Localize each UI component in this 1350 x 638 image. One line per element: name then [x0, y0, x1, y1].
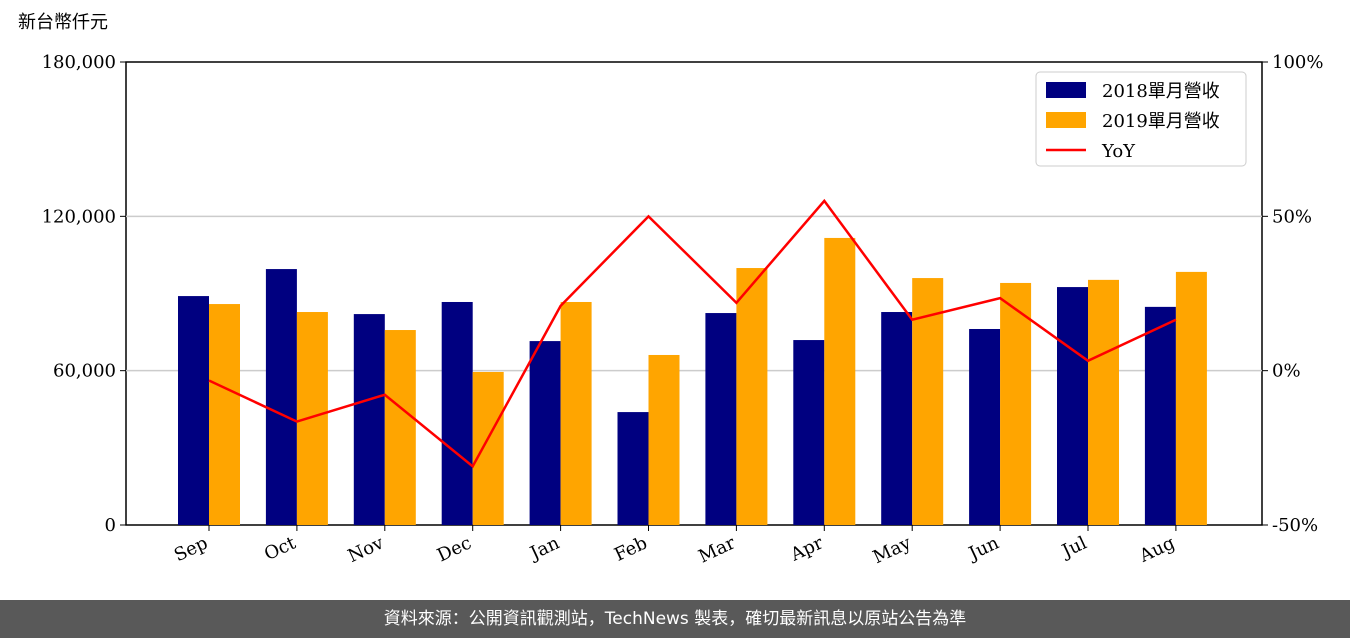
bar [1000, 282, 1032, 525]
legend-swatch [1046, 112, 1086, 128]
bar [1144, 306, 1176, 525]
y2-tick-label: 100% [1272, 52, 1323, 73]
x-tick-label: Jun [964, 532, 1003, 565]
bar [1057, 287, 1088, 525]
source-footer: 資料來源：公開資訊觀測站，TechNews 製表，確切最新訊息以原站公告為準 [0, 600, 1350, 638]
bar [296, 312, 328, 525]
y2-tick-label: 50% [1272, 206, 1312, 227]
bar [793, 340, 825, 525]
y-tick-label: 180,000 [42, 52, 116, 73]
x-tick-label: Mar [695, 532, 738, 567]
legend-label: 2019單月營收 [1102, 111, 1220, 132]
bar [384, 330, 416, 525]
bar [1175, 271, 1207, 525]
line [208, 198, 1177, 469]
x-tick-label: Dec [434, 532, 475, 566]
legend-label: 2018單月營收 [1102, 81, 1220, 102]
x-tick-label: Jan [525, 532, 563, 565]
bar [529, 341, 561, 525]
bar [969, 328, 1001, 525]
chart: 新台幣仟元 0 60,000 120,000 180,000 -50% 0% 50% 100%… [18, 12, 1323, 568]
bar [705, 313, 737, 525]
bar [441, 301, 473, 525]
bar [209, 304, 240, 525]
bar [648, 354, 680, 525]
bar [178, 296, 209, 525]
bar [617, 412, 649, 525]
bar [881, 312, 913, 525]
bar [560, 301, 592, 525]
bar [736, 268, 768, 525]
x-tick-label: Aug [1135, 532, 1178, 567]
y-tick-label: 0 [105, 515, 116, 536]
legend-box [1035, 71, 1247, 167]
bar [472, 371, 504, 525]
y2-tick-label: 0% [1272, 361, 1301, 382]
bar [265, 269, 297, 525]
x-tick-label: Jul [1057, 532, 1090, 562]
legend-label: YoY [1101, 141, 1136, 162]
x-tick-label: Nov [345, 532, 388, 567]
x-tick-label: Oct [261, 532, 300, 565]
plot-frame [125, 61, 1263, 526]
y2-tick-label: -50% [1272, 515, 1318, 536]
x-tick-label: Sep [171, 532, 211, 566]
legend-swatch [1046, 82, 1086, 98]
bar [1088, 279, 1119, 525]
bar [353, 314, 385, 525]
y-tick-label: 60,000 [53, 361, 116, 382]
x-tick-label: Apr [787, 532, 827, 566]
y-axis-unit: 新台幣仟元 [18, 12, 108, 33]
bar [824, 237, 856, 525]
x-tick-label: May [870, 532, 915, 568]
x-tick-label: Feb [611, 532, 650, 565]
y-tick-label: 120,000 [42, 206, 116, 227]
